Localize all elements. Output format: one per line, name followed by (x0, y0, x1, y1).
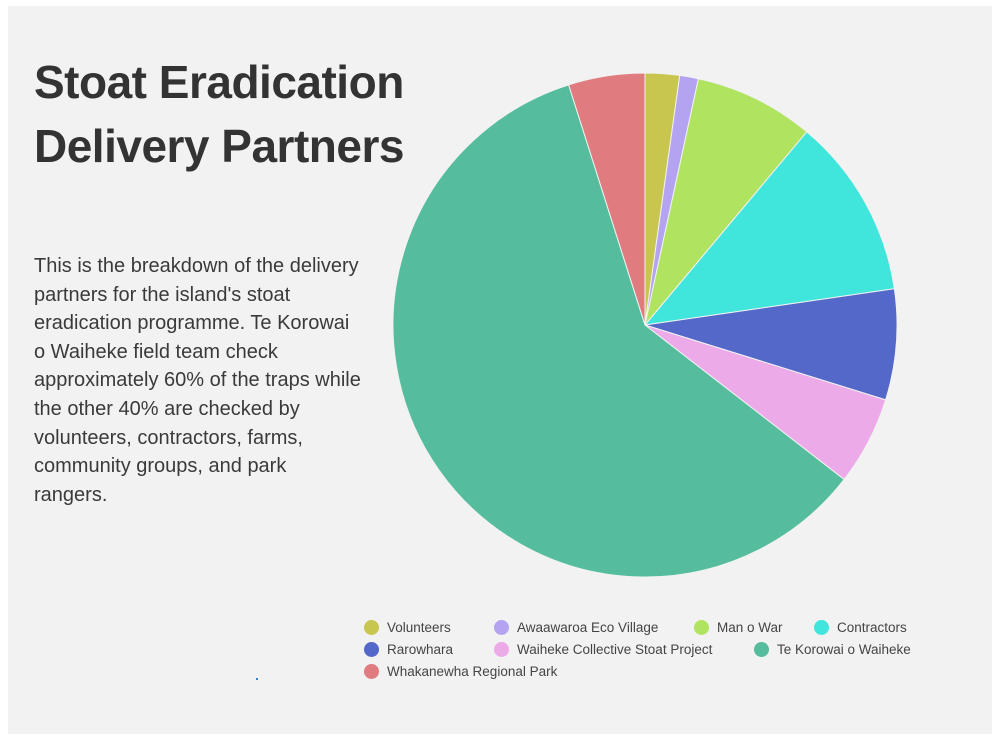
pie-slice-te-korowai-o-waiheke (392, 84, 845, 578)
legend-swatch (364, 620, 379, 635)
pie-chart (392, 72, 898, 578)
legend-item-contractors: Contractors (814, 620, 907, 635)
chart-legend: Volunteers Awaawaroa Eco Village Man o War… (364, 620, 964, 700)
legend-item-rarowhara: Rarowhara (364, 642, 453, 657)
legend-label: Waiheke Collective Stoat Project (517, 642, 713, 657)
legend-label: Awaawaroa Eco Village (517, 620, 659, 635)
legend-swatch (694, 620, 709, 635)
legend-label: Volunteers (387, 620, 451, 635)
legend-label: Te Korowai o Waiheke (777, 642, 911, 657)
legend-swatch (754, 642, 769, 657)
chart-description: This is the breakdown of the delivery pa… (34, 255, 361, 506)
legend-swatch (494, 620, 509, 635)
legend-label: Rarowhara (387, 642, 454, 657)
pie-slice-whakanewha-regional-park (568, 72, 646, 326)
legend-swatch (364, 642, 379, 657)
legend-swatch (814, 620, 829, 635)
legend-item-man-o-war: Man o War (694, 620, 783, 635)
legend-swatch (494, 642, 509, 657)
legend-swatch (364, 664, 379, 679)
pie-slice-contractors (643, 131, 895, 326)
stray-dot (256, 678, 258, 680)
page-title: Stoat Eradication Delivery Partners (34, 56, 404, 172)
pie-slice-rarowhara (644, 288, 898, 401)
legend-item-te-korowai-o-waiheke: Te Korowai o Waiheke (754, 642, 911, 657)
legend-item-whakanewha-regional-park: Whakanewha Regional Park (364, 664, 557, 679)
legend-item-waiheke-collective-stoat-project: Waiheke Collective Stoat Project (494, 642, 712, 657)
legend-item-volunteers: Volunteers (364, 620, 451, 635)
legend-label: Man o War (717, 620, 783, 635)
legend-item-awaawaroa-eco-village: Awaawaroa Eco Village (494, 620, 658, 635)
pie-slice-man-o-war (644, 78, 808, 326)
legend-label: Whakanewha Regional Park (387, 664, 558, 679)
legend-label: Contractors (837, 620, 907, 635)
